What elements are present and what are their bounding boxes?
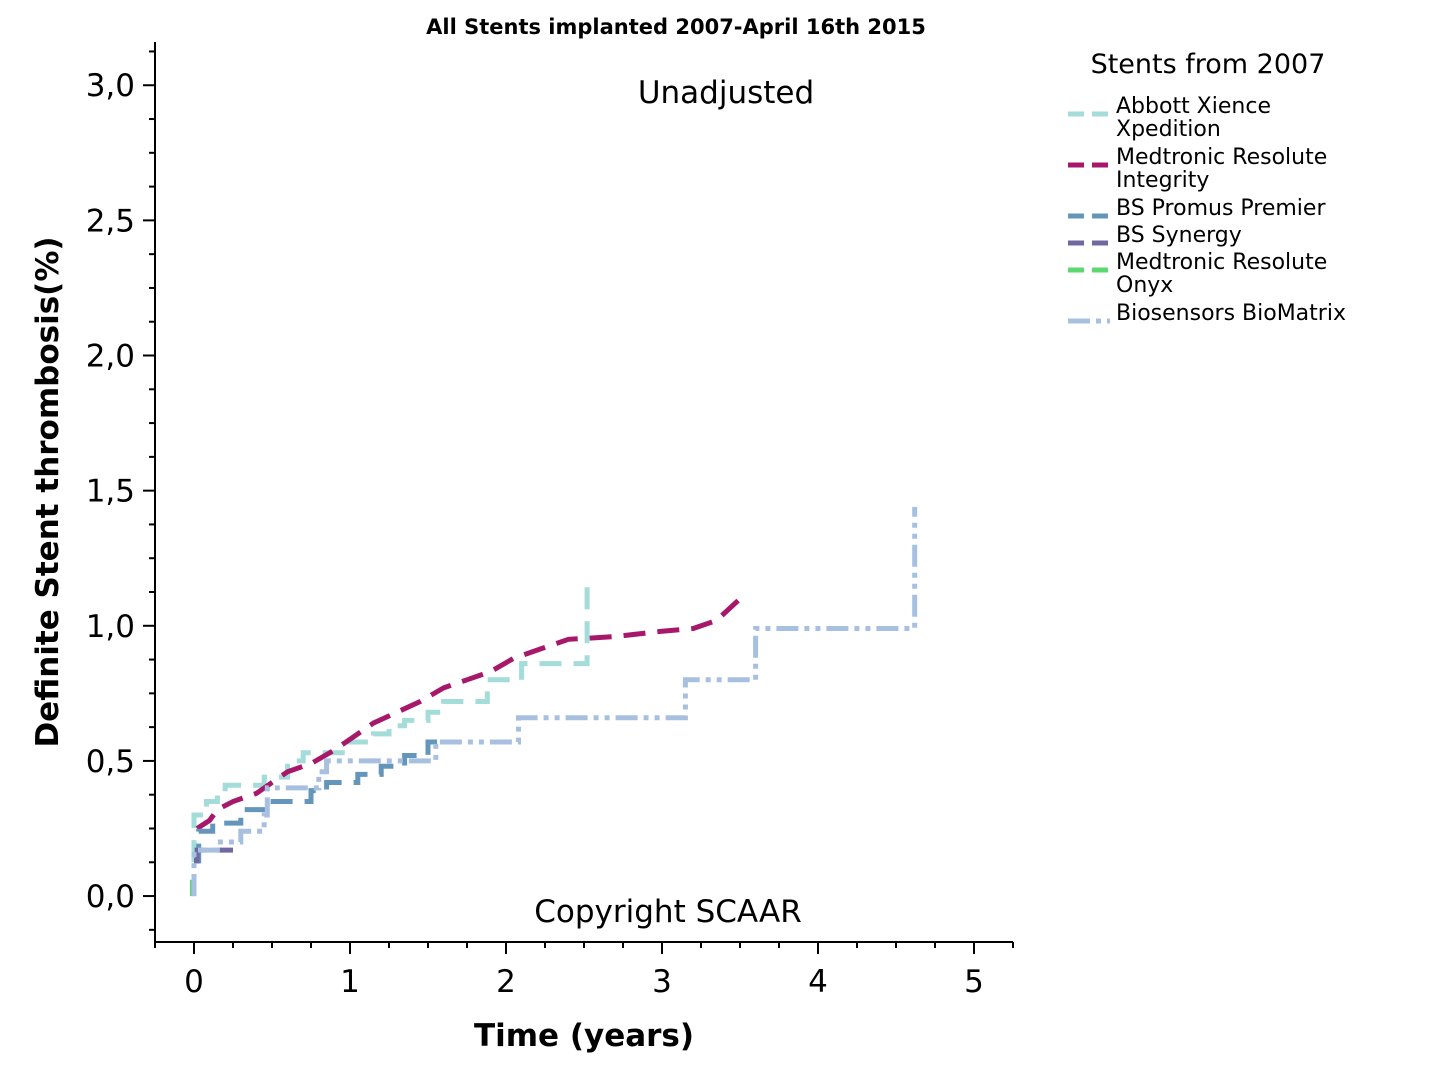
series-line-4 [194,847,233,864]
legend-label: BS Promus Premier [1116,196,1326,221]
chart-title: All Stents implanted 2007-April 16th 201… [426,15,926,39]
x-tick-label: 5 [964,964,984,1000]
series-line-3 [194,739,444,864]
y-tick-label: 0,5 [86,744,135,780]
x-axis-title: Time (years) [474,1018,694,1054]
x-tick-label: 3 [652,964,672,1000]
legend-label: Biosensors BioMatrix [1116,301,1346,326]
series-line-1 [191,577,590,897]
y-tick-label: 1,0 [86,609,135,645]
x-tick-label: 2 [496,964,516,1000]
legend-title: Stents from 2007 [1091,49,1326,80]
y-axis-title: Definite Stent thrombosis(%) [30,236,66,747]
legend-label: Abbott Xience Xpedition [1116,94,1271,142]
axes [154,42,1013,943]
y-ticks: 0,0 0,5 1,0 1,5 2,0 2,5 3,0 [86,50,155,931]
legend-label: Medtronic Resolute Integrity [1116,145,1327,193]
x-tick-label: 1 [340,964,360,1000]
y-tick-label: 2,0 [86,339,135,375]
legend: Stents from 2007 Abbott Xience XpeditionM… [1068,49,1346,326]
annotation-copyright: Copyright SCAAR [534,894,801,930]
y-tick-label: 2,5 [86,203,135,239]
y-tick-label: 3,0 [86,68,135,104]
series-layer [189,506,918,897]
y-tick-label: 1,5 [86,474,135,510]
y-tick-label: 0,0 [86,879,135,915]
x-tick-label: 0 [184,964,204,1000]
x-ticks: 0 1 2 3 4 5 [154,942,1014,1000]
series-line-2 [195,596,742,831]
legend-label: BS Synergy [1116,223,1242,248]
legend-label: Medtronic Resolute Onyx [1116,250,1327,298]
annotation-unadjusted: Unadjusted [638,75,814,111]
series-line-6 [191,506,918,897]
x-tick-label: 4 [808,964,828,1000]
